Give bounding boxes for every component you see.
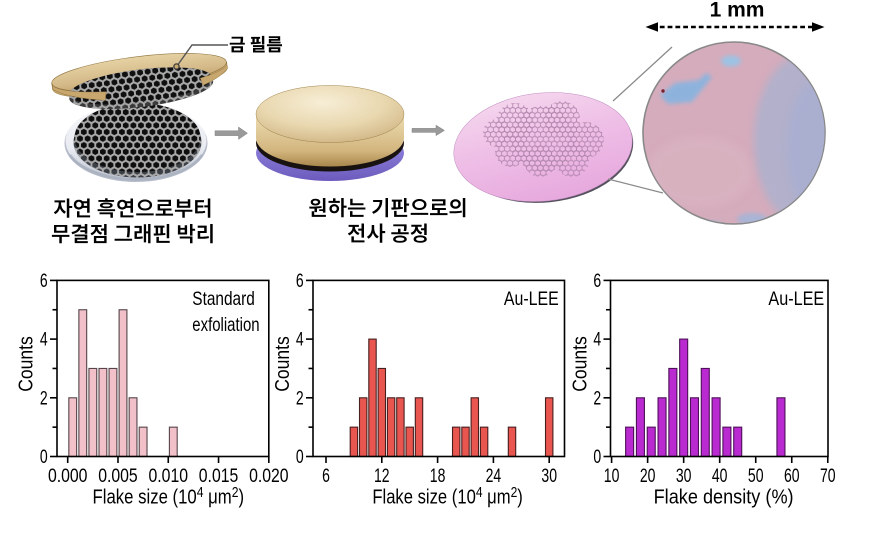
svg-text:60: 60	[784, 465, 800, 487]
svg-text:0.020: 0.020	[249, 465, 289, 487]
svg-text:0.010: 0.010	[149, 465, 189, 487]
svg-text:Au-LEE: Au-LEE	[768, 288, 824, 310]
svg-text:10: 10	[604, 465, 620, 487]
svg-text:1 mm: 1 mm	[710, 0, 765, 22]
svg-text:30: 30	[541, 465, 557, 487]
svg-text:Counts: Counts	[16, 336, 38, 392]
svg-text:Counts: Counts	[272, 336, 294, 392]
svg-text:0: 0	[296, 447, 304, 468]
svg-text:6: 6	[40, 271, 48, 292]
svg-text:Au-LEE: Au-LEE	[504, 288, 559, 310]
svg-text:30: 30	[676, 465, 692, 487]
svg-text:Counts: Counts	[570, 336, 592, 392]
svg-text:0.005: 0.005	[98, 465, 138, 487]
svg-text:4: 4	[296, 330, 304, 351]
svg-text:Flake density (%): Flake density (%)	[654, 487, 794, 509]
svg-text:2: 2	[593, 388, 601, 409]
svg-text:70: 70	[820, 465, 836, 487]
svg-text:20: 20	[640, 465, 656, 487]
svg-text:0: 0	[593, 447, 601, 468]
svg-text:24: 24	[486, 465, 502, 487]
svg-text:2: 2	[40, 388, 48, 409]
svg-text:0: 0	[40, 447, 48, 468]
svg-text:12: 12	[374, 465, 390, 487]
svg-text:4: 4	[40, 330, 48, 351]
svg-text:Flake size (104 μm2): Flake size (104 μm2)	[372, 485, 523, 509]
svg-text:6: 6	[322, 465, 330, 487]
svg-text:Flake size (104 μm2): Flake size (104 μm2)	[93, 485, 245, 509]
svg-text:0.000: 0.000	[48, 465, 88, 487]
svg-text:18: 18	[430, 465, 446, 487]
svg-text:6: 6	[296, 271, 304, 292]
svg-text:exfoliation: exfoliation	[192, 314, 259, 336]
svg-text:4: 4	[593, 330, 601, 351]
svg-text:50: 50	[748, 465, 764, 487]
svg-text:0.015: 0.015	[199, 465, 239, 487]
svg-text:Standard: Standard	[192, 288, 255, 310]
svg-text:2: 2	[296, 388, 304, 409]
svg-text:6: 6	[593, 271, 601, 292]
svg-text:40: 40	[712, 465, 728, 487]
